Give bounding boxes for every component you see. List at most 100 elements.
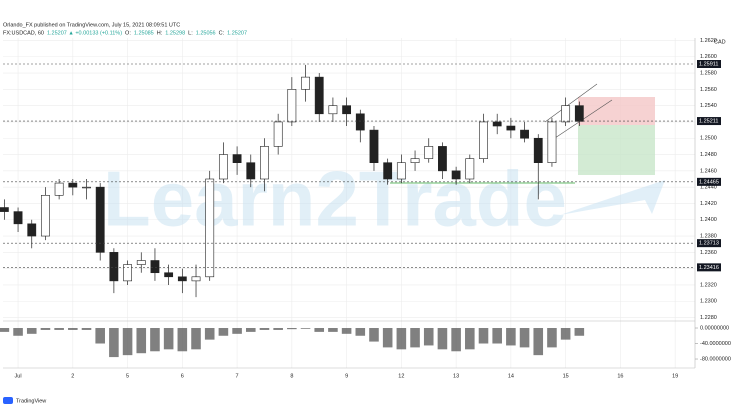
x-tick-label: Jul xyxy=(15,373,22,379)
candle-body xyxy=(533,137,543,163)
candle-body xyxy=(410,158,420,163)
histogram-bar xyxy=(204,328,215,340)
histogram-bar xyxy=(506,328,516,346)
candle-body xyxy=(82,186,91,189)
header-part: 1.25298 xyxy=(165,30,185,36)
histogram-bar xyxy=(451,328,461,352)
level-label: 1.25211 xyxy=(699,119,718,125)
histogram-bar xyxy=(259,328,270,330)
x-tick-label: 7 xyxy=(236,373,239,379)
y-tick-label: 1.2620 xyxy=(700,38,717,44)
histogram-bar xyxy=(396,328,407,350)
candle-body xyxy=(383,162,393,180)
candle-body xyxy=(396,162,406,180)
header-part: 1.25207 ▲ +0.00133 (+0.11%) xyxy=(47,30,122,36)
histogram-bar xyxy=(382,328,393,348)
y-tick-label: 1.2540 xyxy=(700,103,717,109)
candle-body xyxy=(246,162,256,180)
candle-body xyxy=(355,113,365,131)
candle-body xyxy=(54,182,64,196)
y-tick-label: 1.2380 xyxy=(700,234,717,240)
level-label: 1.25911 xyxy=(699,61,718,67)
histogram-bar xyxy=(218,328,229,336)
histogram-bar xyxy=(560,328,571,340)
y-tick-label: 1.2440 xyxy=(700,185,717,191)
histogram-bar xyxy=(232,328,242,334)
histogram-bar xyxy=(54,328,64,330)
histogram-bar xyxy=(0,328,10,332)
histogram-bar xyxy=(191,328,201,350)
candle-body xyxy=(95,186,105,253)
candle-body xyxy=(547,121,557,163)
candle-body xyxy=(492,121,502,127)
histogram-bar xyxy=(328,328,338,332)
candle-body xyxy=(520,129,529,139)
histogram-bar xyxy=(519,328,530,348)
histogram-bar xyxy=(122,328,133,356)
candle-body xyxy=(424,146,434,159)
candle-body xyxy=(314,76,324,115)
histogram-bar xyxy=(109,328,119,358)
trend-line xyxy=(544,83,598,123)
candle-body xyxy=(136,260,146,265)
candle-body xyxy=(465,158,475,180)
level-tag xyxy=(697,117,721,126)
candle-body xyxy=(13,211,23,225)
candle-body xyxy=(109,252,119,282)
candle-body xyxy=(205,178,215,278)
histogram-bar xyxy=(136,328,147,354)
histogram-bar xyxy=(81,328,92,330)
histogram-bar xyxy=(314,328,325,332)
header-part: C: xyxy=(219,30,225,36)
x-tick-label: 6 xyxy=(181,373,184,379)
histogram-bar xyxy=(410,328,420,348)
header-part: 1.25207 xyxy=(227,30,247,36)
y-tick-label: 1.2360 xyxy=(700,250,717,256)
y-tick-label: 1.2560 xyxy=(700,87,717,93)
candle-body xyxy=(301,76,310,90)
histogram-bar xyxy=(150,328,160,352)
header-part: 1.25056 xyxy=(196,30,216,36)
level-label: 1.23416 xyxy=(699,265,719,271)
x-tick-label: 13 xyxy=(453,373,459,379)
histogram-bar xyxy=(574,328,585,336)
y-tick-label: 1.2480 xyxy=(700,152,717,158)
candle-body xyxy=(191,276,201,282)
footer-brand: TradingView xyxy=(16,398,46,404)
candle-body xyxy=(287,89,297,123)
histogram-bar xyxy=(533,328,544,356)
y-tick-label: 1.2420 xyxy=(700,201,717,207)
candle-body xyxy=(479,121,488,159)
candle-body xyxy=(342,105,352,115)
y-tick-label: 1.2460 xyxy=(700,168,717,174)
watermark: Learn2Trade xyxy=(103,155,567,243)
histogram-bar xyxy=(341,328,352,334)
candle-body xyxy=(177,276,187,282)
candle-body xyxy=(150,260,160,274)
x-tick-label: 14 xyxy=(508,373,514,379)
header-part: FX:USDCAD, 60 xyxy=(3,30,44,36)
candle-body xyxy=(328,105,338,115)
histogram-bar xyxy=(547,328,557,348)
histogram-bar xyxy=(40,328,51,330)
y-tick-label: -40.0000000 xyxy=(700,341,731,347)
y-tick-label: 1.2280 xyxy=(700,315,717,321)
level-tag xyxy=(697,59,721,68)
candle-body xyxy=(164,272,174,278)
symbol-line: FX:USDCAD, 60 1.25207 ▲ +0.00133 (+0.11%)… xyxy=(3,30,247,36)
histogram-bar xyxy=(95,328,105,344)
y-tick-label: 1.2500 xyxy=(700,136,717,142)
x-tick-label: 12 xyxy=(398,373,404,379)
x-tick-label: 9 xyxy=(345,373,348,379)
x-tick-label: 2 xyxy=(71,373,74,379)
y-tick-label: -80.0000000 xyxy=(700,356,731,362)
currency-label: CAD xyxy=(714,39,726,45)
candle-body xyxy=(232,154,242,163)
header-part: O: xyxy=(125,30,131,36)
histogram-bar xyxy=(163,328,174,350)
candle-body xyxy=(561,105,571,123)
header-part: H: xyxy=(157,30,163,36)
histogram-bar xyxy=(300,328,311,329)
level-tag xyxy=(697,239,721,248)
histogram-bar xyxy=(287,328,297,330)
